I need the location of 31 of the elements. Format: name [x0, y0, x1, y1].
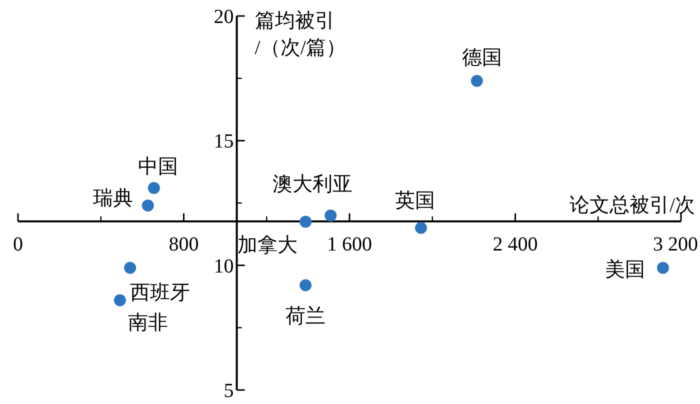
- series-label: 澳大利亚: [272, 173, 353, 196]
- y-tick-label: 10: [214, 255, 234, 278]
- series-label: 加拿大: [238, 234, 298, 257]
- series-label: 荷兰: [286, 305, 326, 328]
- y-tick-label: 15: [214, 130, 234, 153]
- x-tick-label: 3 200: [653, 233, 698, 256]
- series-label: 美国: [604, 258, 645, 281]
- x-tick-label: 800: [168, 233, 199, 256]
- series-label: 南非: [128, 312, 168, 334]
- point: [124, 262, 136, 274]
- point: [114, 294, 126, 306]
- y-tick-label: 5: [224, 380, 234, 402]
- point: [470, 74, 483, 87]
- series-label: 德国: [462, 46, 502, 69]
- y-tick-label: 20: [214, 6, 234, 28]
- series-label: 西班牙: [130, 282, 190, 304]
- series-label: 英国: [394, 190, 435, 212]
- point: [324, 209, 337, 222]
- y-axis-title: 篇均被引/（次/篇）: [254, 10, 346, 59]
- x-tick-label: 0: [13, 233, 23, 256]
- series-label: 中国: [138, 156, 178, 178]
- point: [148, 182, 160, 194]
- point: [300, 279, 312, 292]
- point: [142, 199, 154, 212]
- point: [300, 216, 312, 228]
- x-axis-title: 论文总被引/次: [569, 194, 695, 216]
- point: [414, 222, 427, 234]
- x-tick-label: 2 400: [492, 233, 538, 256]
- series-label: 瑞典: [92, 187, 133, 210]
- x-tick-label: 1 600: [327, 233, 372, 256]
- point: [656, 262, 669, 274]
